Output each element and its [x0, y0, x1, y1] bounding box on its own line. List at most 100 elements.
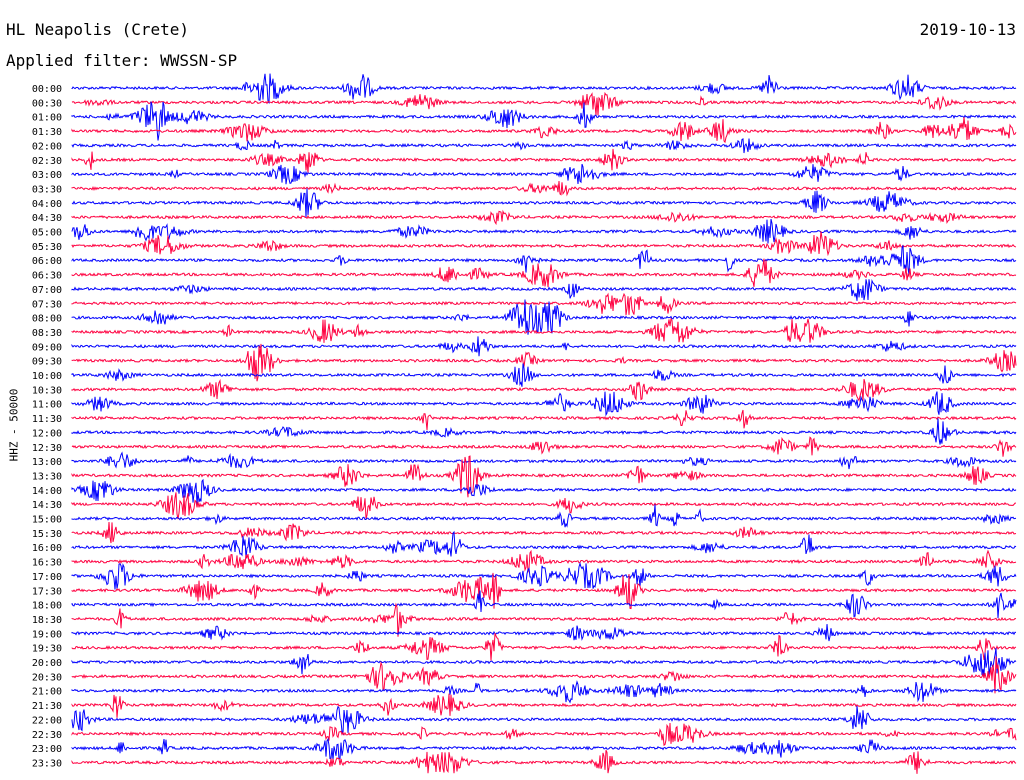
seismic-trace — [71, 530, 1017, 559]
trace-time-label: 14:30 — [32, 500, 62, 511]
seismic-trace — [71, 91, 1017, 116]
seismic-trace — [71, 647, 1017, 677]
seismic-trace — [71, 378, 1017, 402]
trace-time-label: 08:00 — [32, 314, 62, 325]
trace-time-label: 14:00 — [32, 486, 62, 497]
seismic-trace — [71, 279, 1017, 301]
trace-time-label: 23:30 — [32, 758, 62, 769]
trace-time-label: 06:00 — [32, 256, 62, 267]
trace-time-label: 11:30 — [32, 414, 62, 425]
trace-time-label: 02:30 — [32, 156, 62, 167]
seismic-trace — [71, 633, 1017, 661]
trace-time-label: 10:00 — [32, 371, 62, 382]
trace-time-label: 07:00 — [32, 285, 62, 296]
seismic-trace — [71, 722, 1017, 746]
seismic-trace — [71, 693, 1017, 718]
seismic-trace — [71, 705, 1016, 736]
trace-time-label: 16:00 — [32, 543, 62, 554]
trace-time-label: 00:00 — [32, 84, 62, 95]
seismic-trace — [71, 231, 1017, 257]
trace-time-label: 02:00 — [32, 141, 62, 152]
seismic-trace — [71, 188, 1017, 218]
seismic-trace — [71, 218, 1017, 244]
seismic-trace — [71, 336, 1017, 357]
trace-time-label: 10:30 — [32, 385, 62, 396]
filter-label: Applied filter: WWSSN-SP — [6, 51, 238, 70]
seismic-trace — [71, 737, 1017, 761]
seismic-trace — [71, 590, 1017, 619]
trace-time-label: 19:00 — [32, 629, 62, 640]
trace-time-label: 20:30 — [32, 672, 62, 683]
seismic-trace — [71, 680, 1017, 704]
seismic-trace — [71, 245, 1017, 275]
trace-time-label: 04:00 — [32, 199, 62, 210]
seismic-trace — [71, 624, 1017, 642]
trace-time-label: 18:00 — [32, 601, 62, 612]
seismic-trace — [71, 451, 1017, 470]
trace-time-label: 17:00 — [32, 572, 62, 583]
trace-time-label: 04:30 — [32, 213, 62, 224]
seismic-trace — [71, 409, 1017, 431]
trace-time-label: 09:30 — [32, 357, 62, 368]
trace-time-label: 03:00 — [32, 170, 62, 181]
trace-time-label: 08:30 — [32, 328, 62, 339]
trace-time-label: 17:30 — [32, 586, 62, 597]
trace-time-label: 12:00 — [32, 428, 62, 439]
trace-time-label: 15:30 — [32, 529, 62, 540]
seismic-trace — [71, 521, 1017, 544]
seismic-trace — [71, 73, 1017, 105]
trace-time-label: 21:30 — [32, 701, 62, 712]
trace-time-label: 19:30 — [32, 644, 62, 655]
seismic-trace — [71, 117, 1017, 144]
seismic-trace — [71, 572, 1016, 610]
seismic-trace — [71, 418, 1017, 445]
seismic-trace — [71, 391, 1017, 417]
seismic-trace — [71, 504, 1017, 528]
seismic-trace — [71, 561, 1017, 590]
record-date: 2019-10-13 — [919, 20, 1016, 39]
trace-time-label: 21:00 — [32, 687, 62, 698]
seismic-trace — [71, 181, 1017, 197]
trace-time-label: 16:30 — [32, 558, 62, 569]
trace-time-label: 20:00 — [32, 658, 62, 669]
seismic-trace — [71, 602, 1017, 637]
seismic-trace — [71, 492, 1016, 520]
seismic-trace — [71, 258, 1017, 288]
seismic-trace — [71, 209, 1017, 226]
trace-time-label: 23:00 — [32, 744, 62, 755]
station-title: HL Neapolis (Crete) — [6, 20, 190, 39]
seismic-trace — [71, 101, 1017, 141]
trace-time-label: 01:30 — [32, 127, 62, 138]
trace-time-label: 18:30 — [32, 615, 62, 626]
trace-time-label: 07:30 — [32, 299, 62, 310]
seismic-trace — [71, 148, 1017, 174]
seismic-trace — [71, 138, 1017, 154]
trace-time-label: 03:30 — [32, 184, 62, 195]
trace-time-label: 05:30 — [32, 242, 62, 253]
trace-time-label: 01:00 — [32, 113, 62, 124]
trace-time-label: 09:00 — [32, 342, 62, 353]
trace-time-label: 15:00 — [32, 515, 62, 526]
trace-time-label: 06:30 — [32, 271, 62, 282]
trace-time-label: 05:00 — [32, 228, 62, 239]
seismic-trace — [71, 478, 1017, 505]
trace-time-label: 11:00 — [32, 400, 62, 411]
trace-time-label: 13:30 — [32, 471, 62, 482]
seismic-trace — [71, 363, 1017, 387]
seismic-trace — [71, 549, 1017, 573]
seismic-trace — [71, 343, 1017, 382]
seismic-trace — [71, 317, 1017, 343]
seismic-trace — [71, 749, 1017, 774]
seismic-trace — [71, 436, 1017, 457]
seismic-trace — [71, 299, 1017, 335]
trace-time-label: 13:00 — [32, 457, 62, 468]
seismic-trace — [71, 163, 1017, 185]
trace-time-label: 22:00 — [32, 715, 62, 726]
seismic-trace — [71, 292, 1017, 316]
seismic-trace — [71, 656, 1017, 694]
trace-time-label: 12:30 — [32, 443, 62, 454]
seismic-trace — [71, 455, 1017, 498]
trace-time-label: 22:30 — [32, 730, 62, 741]
trace-time-label: 00:30 — [32, 98, 62, 109]
